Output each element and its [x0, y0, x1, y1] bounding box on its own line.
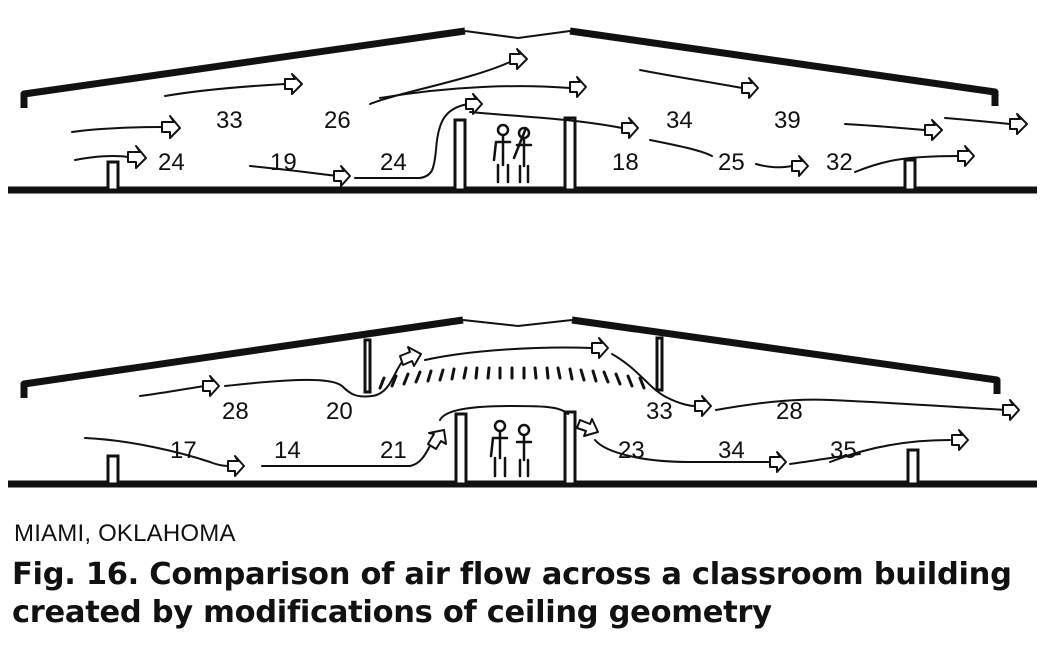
speed-label: 18 — [612, 149, 639, 176]
airflow-line — [789, 453, 861, 465]
people-figures — [489, 419, 533, 478]
people-figures — [492, 123, 533, 184]
speed-label: 23 — [618, 437, 645, 464]
speed-label: 21 — [380, 437, 407, 464]
speed-label: 24 — [158, 149, 185, 176]
location-label: MIAMI, OKLAHOMA — [14, 520, 236, 547]
speed-label: 19 — [270, 149, 297, 176]
airflow-line — [354, 103, 469, 179]
airflow-line — [639, 69, 743, 89]
airflow-line — [829, 439, 951, 463]
speed-label: 34 — [718, 437, 745, 464]
low-wall — [906, 448, 920, 486]
low-wall — [903, 158, 917, 192]
airflow-line — [755, 163, 793, 169]
airflow-line — [439, 404, 569, 421]
roof — [20, 27, 466, 108]
speed-label: 28 — [222, 398, 249, 425]
arrowheads — [202, 337, 1020, 477]
airflow-line — [611, 353, 696, 407]
airflow-line — [249, 165, 339, 177]
roof-ridge — [462, 319, 573, 328]
airflow-line — [164, 83, 286, 97]
speed-label: 25 — [718, 149, 745, 176]
airflow-line — [84, 437, 231, 467]
figure-caption: Fig. 16. Comparison of air flow across a… — [12, 556, 1037, 632]
speed-label: 24 — [380, 149, 407, 176]
dropped-ceiling-hatch — [378, 366, 646, 390]
airflow-line — [649, 139, 713, 157]
corridor-wall — [454, 412, 468, 486]
roof — [571, 316, 1001, 394]
airflow-line — [844, 123, 926, 131]
speed-label: 20 — [326, 398, 353, 425]
ceiling-baffle — [655, 336, 664, 392]
airflow-line — [944, 117, 1011, 125]
speed-label: 39 — [774, 107, 801, 134]
corridor-wall — [453, 118, 467, 192]
corridor-wall — [563, 116, 577, 192]
airflow-line — [594, 439, 771, 464]
airflow-line — [71, 126, 163, 133]
airflow-line — [715, 398, 1006, 411]
speed-label: 34 — [666, 107, 693, 134]
diagram-original-ceiling: 33 26 34 39 24 19 24 18 25 32 — [8, 27, 1037, 194]
speed-label: 33 — [646, 398, 673, 425]
corridor-wall — [563, 410, 577, 486]
low-wall — [106, 454, 120, 486]
diagram-modified-ceiling: 28 20 33 28 17 14 21 23 34 35 — [8, 316, 1037, 488]
airflow-line — [469, 111, 623, 129]
airflow-line — [424, 346, 593, 361]
speed-label: 26 — [324, 107, 351, 134]
speed-label: 35 — [830, 437, 857, 464]
airflow-line — [74, 155, 129, 161]
arrowheads — [127, 48, 1028, 187]
speed-label: 33 — [216, 107, 243, 134]
roof — [569, 27, 999, 106]
speed-label: 17 — [170, 437, 197, 464]
airflow-figure: 33 26 34 39 24 19 24 18 25 32 — [8, 27, 1037, 488]
airflow-line — [854, 155, 959, 173]
low-wall — [106, 160, 120, 192]
speed-label: 32 — [826, 149, 853, 176]
caption-line: Fig. 16. Comparison of air flow across a… — [12, 557, 1012, 592]
ceiling-baffle — [363, 338, 372, 394]
speed-label: 14 — [274, 437, 301, 464]
speed-label: 28 — [776, 398, 803, 425]
airflow-line — [369, 61, 511, 105]
roof-ridge — [464, 30, 571, 40]
caption-line: created by modifications of ceiling geom… — [12, 595, 772, 630]
airflow-line — [379, 85, 571, 99]
roof — [20, 316, 464, 398]
airflow-line — [224, 361, 403, 398]
airflow-line — [139, 385, 206, 397]
